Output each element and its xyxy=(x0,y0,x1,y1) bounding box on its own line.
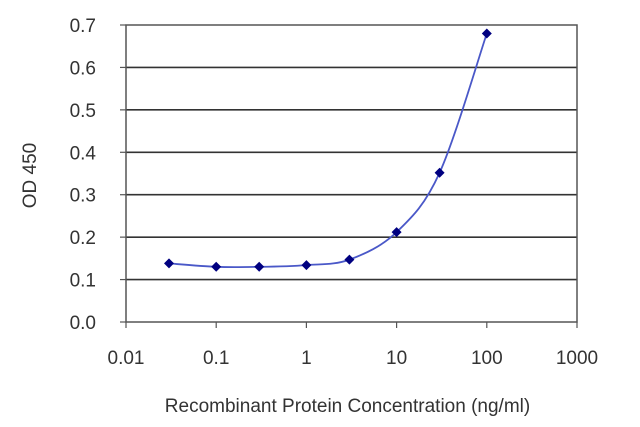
data-point xyxy=(481,28,492,39)
y-tick-label: 0.5 xyxy=(70,101,96,122)
x-axis-label: Recombinant Protein Concentration (ng/ml… xyxy=(165,396,530,417)
data-point xyxy=(211,261,222,272)
data-point xyxy=(434,167,445,178)
y-tick-label: 0.0 xyxy=(70,313,96,334)
series-curve xyxy=(168,33,488,269)
data-point xyxy=(344,254,355,265)
y-tick-label: 0.3 xyxy=(70,186,96,207)
x-tick-label: 100 xyxy=(471,348,503,369)
data-point xyxy=(391,227,402,238)
data-point xyxy=(254,261,265,272)
x-tick-label: 10 xyxy=(386,348,407,369)
y-axis-label: OD 450 xyxy=(20,143,41,208)
y-tick-label: 0.4 xyxy=(70,143,97,164)
x-tick-label: 1 xyxy=(301,348,312,369)
data-point xyxy=(164,258,174,269)
y-tick-label: 0.7 xyxy=(70,16,96,37)
y-tick-label: 0.2 xyxy=(70,228,96,249)
x-tick-label: 0.01 xyxy=(108,348,145,369)
x-axis: 0.01 0.1 1 10 100 1000 xyxy=(108,322,598,369)
x-tick-label: 1000 xyxy=(556,348,598,369)
series-points xyxy=(164,28,492,272)
x-tick-label: 0.1 xyxy=(203,348,229,369)
y-tick-label: 0.1 xyxy=(70,271,96,292)
plot-area-frame xyxy=(125,24,578,323)
gridlines xyxy=(126,66,577,281)
y-axis: 0.0 0.1 0.2 0.3 0.4 0.5 0.6 0.7 xyxy=(70,16,126,334)
y-tick-label: 0.6 xyxy=(70,58,96,79)
data-point xyxy=(301,260,312,271)
